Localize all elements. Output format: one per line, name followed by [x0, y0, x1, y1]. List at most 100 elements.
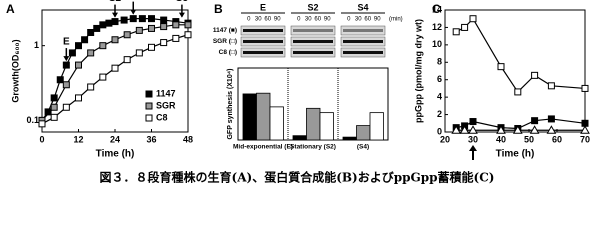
data-point	[546, 125, 557, 134]
gel-time: 30	[355, 17, 362, 23]
data-point	[87, 49, 95, 57]
bar	[292, 135, 307, 141]
data-point	[50, 113, 58, 121]
data-point	[451, 125, 462, 134]
data-point	[120, 16, 128, 24]
panel-label: C	[432, 2, 441, 16]
category-label: Mid-exponential (E)	[233, 144, 293, 151]
data-point	[62, 81, 70, 89]
gel-band	[243, 51, 283, 54]
x-tick-label: 0	[39, 134, 44, 144]
data-point	[111, 36, 119, 44]
data-point	[469, 15, 477, 23]
data-point	[56, 76, 64, 84]
y-tick-label: 0	[437, 126, 442, 136]
gel-time: 60	[364, 17, 371, 23]
data-point	[160, 23, 168, 31]
x-tick-label: 20	[440, 134, 450, 144]
data-point	[172, 21, 180, 29]
x-tick-label: 36	[146, 134, 156, 144]
gel-band	[343, 51, 383, 54]
x-tick-label: 70	[580, 134, 590, 144]
data-point	[81, 36, 89, 44]
legend-swatch	[145, 90, 153, 98]
y-tick-label: 4	[437, 92, 442, 102]
bar	[242, 93, 257, 141]
y-tick-label: 6	[437, 74, 442, 84]
gel-row-label: C8 (□)	[219, 49, 237, 56]
bar	[256, 92, 271, 141]
data-point	[50, 103, 58, 111]
x-axis-label: Time (h)	[96, 149, 135, 160]
data-point	[62, 103, 70, 111]
panel-label: B	[214, 2, 223, 16]
gel-time: 0	[347, 17, 351, 23]
data-point	[148, 15, 155, 23]
data-point	[93, 24, 101, 32]
x-tick-label: 24	[110, 134, 120, 144]
bar	[319, 112, 334, 141]
x-tick-label: 12	[73, 134, 83, 144]
figure: 図３．８段育種株の生育(A)、蛋白質合成能(B)およびppGpp蓄積能(C) A…	[6, 0, 591, 185]
data-point	[184, 21, 192, 29]
category-label: Stationary (S2)	[290, 144, 336, 151]
legend-label: 1147	[156, 88, 176, 98]
data-point	[99, 21, 107, 29]
data-point	[184, 31, 192, 39]
gel-band	[293, 40, 333, 43]
bar	[269, 106, 284, 141]
annotation-label: S5	[176, 0, 189, 4]
data-point	[75, 61, 82, 69]
x-tick-label: 48	[183, 134, 193, 144]
data-point	[99, 73, 107, 81]
data-point	[99, 42, 107, 50]
y-tick-label: 8	[437, 57, 442, 67]
gel-time: 30	[255, 17, 262, 23]
data-point	[38, 120, 46, 128]
data-point	[135, 49, 143, 57]
x-tick-label: 60	[552, 134, 562, 144]
y-axis-label: GFP synthesis (X10⁴)	[227, 68, 234, 139]
legend-label: C8	[156, 112, 168, 122]
data-point	[581, 84, 589, 92]
data-point	[468, 125, 478, 134]
arrow-head	[130, 9, 137, 15]
data-point	[44, 108, 52, 116]
gel-condition: E	[260, 2, 266, 12]
gel-time: 0	[297, 17, 301, 23]
data-point	[459, 125, 470, 134]
x-tick-label: 30	[468, 134, 478, 144]
data-point	[123, 56, 131, 64]
data-point	[160, 39, 168, 47]
gel-condition: S2	[307, 2, 318, 12]
annotation-label: E	[63, 37, 70, 48]
data-point	[547, 115, 555, 123]
data-point	[87, 83, 95, 91]
gel-time: 90	[374, 17, 381, 23]
gel-row-label: SGR (□)	[213, 38, 237, 45]
data-point	[580, 125, 590, 134]
y-axis-label: Growth(OD₆₀₀)	[10, 39, 20, 102]
data-point	[87, 29, 95, 37]
data-point	[68, 49, 76, 57]
data-point	[148, 43, 155, 51]
legend-swatch	[145, 102, 153, 110]
gel-band	[343, 40, 383, 43]
gel-row-label: 1147 (■)	[213, 27, 237, 34]
data-point	[497, 63, 505, 71]
x-tick-label: 40	[496, 134, 506, 144]
data-point	[105, 19, 113, 27]
gel-band	[243, 40, 283, 43]
data-point	[547, 82, 555, 90]
data-point	[529, 125, 540, 134]
data-point	[512, 125, 523, 134]
bar	[342, 136, 357, 141]
gel-condition: S4	[357, 2, 368, 12]
y-tick-label: 1	[34, 40, 39, 50]
data-point	[148, 24, 155, 32]
gel-time: 60	[264, 17, 271, 23]
gel-band	[293, 51, 333, 54]
arrow-head	[469, 145, 477, 151]
gel-time: 30	[305, 17, 312, 23]
gel-band	[293, 29, 333, 32]
